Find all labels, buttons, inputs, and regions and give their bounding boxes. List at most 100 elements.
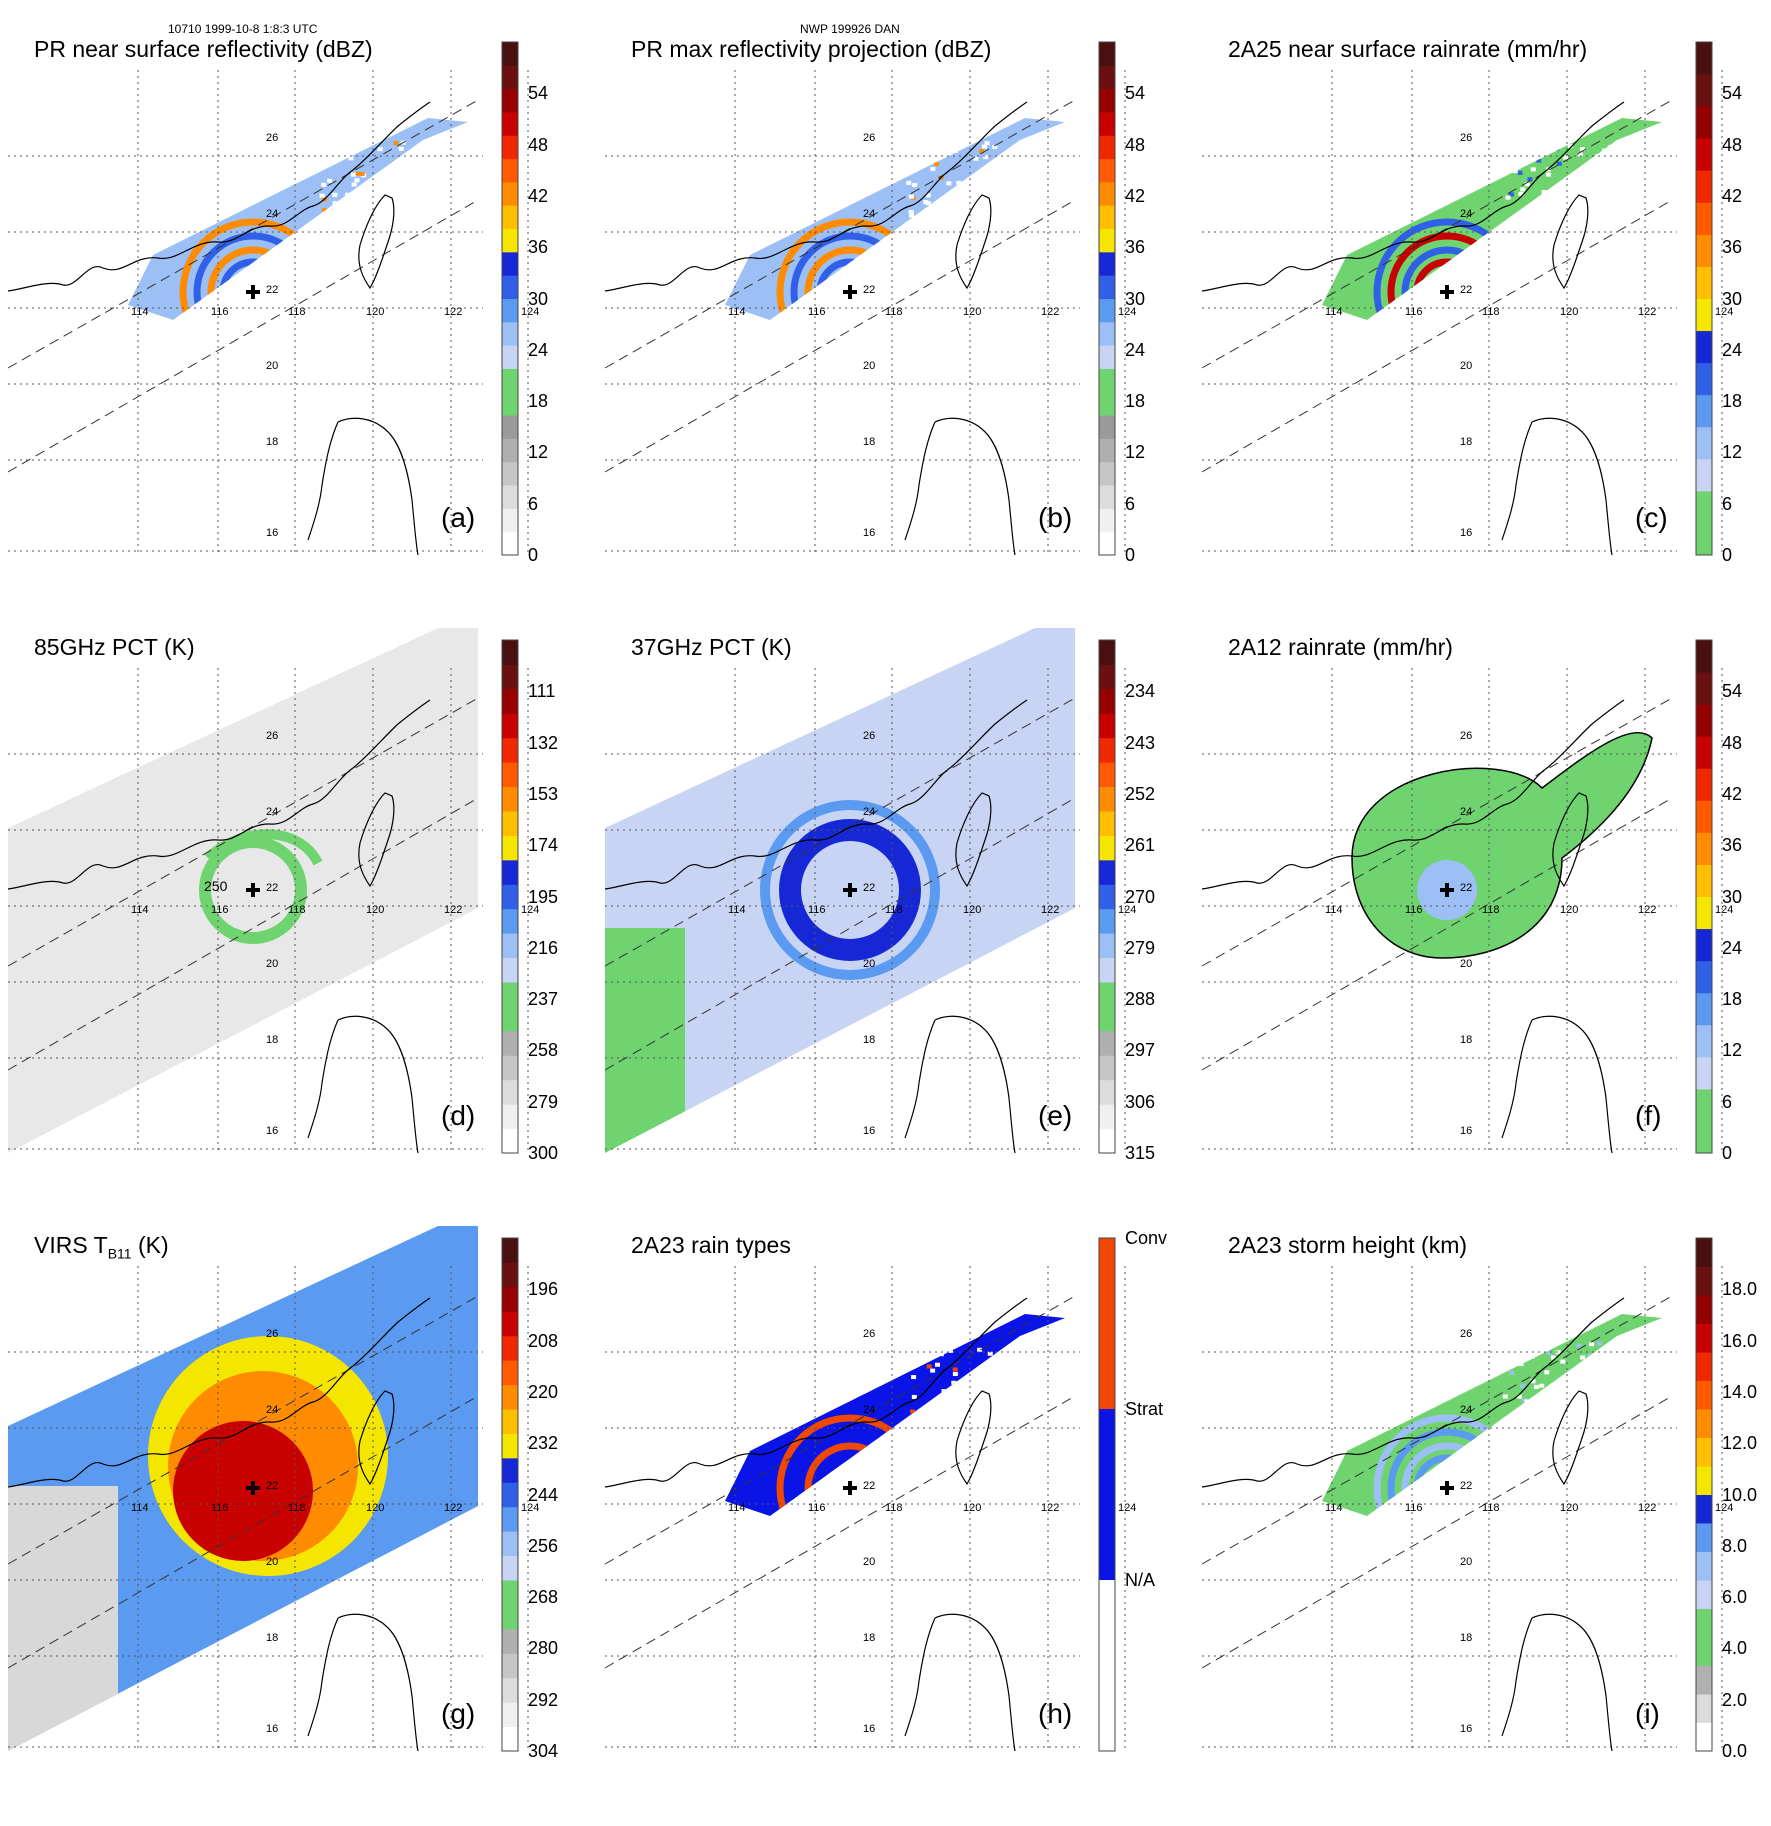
panel-title: 2A23 rain types (631, 1232, 791, 1259)
pr-swath-edges (604, 1295, 1076, 1669)
rain-cell (332, 192, 338, 197)
colorbar-frame (1695, 41, 1713, 556)
rain-cell (1006, 1439, 1012, 1444)
longitude-label: 124 (1118, 306, 1137, 318)
rain-cell (1552, 221, 1558, 226)
swath-edge-line (604, 697, 1076, 967)
colorbar-tick-label: 315 (1125, 1143, 1156, 1163)
colorbar-segment (502, 1311, 518, 1337)
typhoon-center-marker (246, 1481, 260, 1495)
swath-edge-line (1201, 199, 1673, 473)
rain-cell (1621, 1442, 1627, 1447)
longitude-label: 122 (444, 1502, 463, 1514)
rain-cell (1580, 1355, 1586, 1360)
colorbar-segment (1696, 704, 1712, 737)
colorbar-tick-label: 54 (1125, 83, 1146, 104)
rain-cell (957, 1338, 963, 1343)
rain-cell (427, 185, 433, 190)
latitude-label: 22 (266, 284, 279, 296)
luzon-coastline (307, 1613, 419, 1752)
colorbar-tick-label: 153 (528, 783, 559, 804)
colorbar-segment (502, 713, 518, 739)
colorbar-segment (1099, 664, 1115, 690)
colorbar-tick-label: 18.0 (1722, 1279, 1758, 1300)
latitude-label: 18 (1460, 436, 1473, 448)
typhoon-center-marker (843, 883, 857, 897)
colorbar-segment (1696, 768, 1712, 801)
colorbar-segment (1099, 438, 1115, 463)
panel-title-unit: (K) (131, 1232, 169, 1258)
panel-title-text: 37GHz PCT (K) (631, 634, 792, 660)
latitude-label: 16 (266, 527, 279, 539)
colorbar-segment (1099, 762, 1115, 788)
longitude-label: 120 (1560, 904, 1579, 916)
colorbar-tick-label: 234 (1125, 681, 1156, 702)
rain-cell (319, 142, 325, 147)
rain-cell (396, 167, 402, 172)
rain-cell (398, 146, 404, 151)
longitude-label: 116 (808, 306, 826, 318)
rain-cell (1530, 167, 1536, 172)
colorbar-segment (1099, 713, 1115, 739)
rain-cell (1612, 1374, 1618, 1379)
pr-swath-edges (7, 99, 479, 473)
rain-cell (319, 193, 325, 198)
luzon-coastline (904, 1015, 1016, 1154)
rain-cell (969, 179, 975, 184)
colorbar (501, 41, 519, 556)
rain-cell (403, 219, 409, 224)
colorbar-segment (1099, 1079, 1115, 1105)
colorbar-tick-label: 220 (528, 1381, 559, 1402)
latitude-label: 22 (1460, 882, 1473, 894)
latitude-label: 18 (266, 436, 279, 448)
colorbar-segment (502, 762, 518, 788)
panel-title: 2A12 rainrate (mm/hr) (1228, 634, 1453, 661)
panel-letter: (h) (1038, 1698, 1073, 1729)
rain-cell (1020, 1387, 1026, 1392)
swath-edge-line (1201, 1395, 1673, 1669)
rain-cell (1003, 1405, 1009, 1410)
rain-cell (1527, 177, 1533, 182)
rain-cell (947, 201, 953, 206)
rain-cell (1607, 1350, 1613, 1355)
colorbar-segment (1696, 800, 1712, 833)
panel-d: 85GHz PCT (K) (d) 111 132 153 174 195 216 237 258… (7, 628, 598, 1228)
rain-cell (908, 140, 914, 145)
colorbar-segment (502, 135, 518, 160)
latitude-label: 26 (1460, 132, 1473, 144)
rain-cell (1520, 143, 1526, 148)
colorbar-tick-label: 54 (1722, 681, 1743, 702)
colorbar-tick-label: 195 (528, 886, 559, 907)
colorbar-segment (502, 640, 518, 665)
longitude-label: 118 (1482, 306, 1500, 318)
longitude-label: 122 (444, 306, 463, 318)
rain-cell (908, 209, 914, 214)
rain-cell (327, 178, 333, 183)
colorbar-tick-label: 18 (1125, 391, 1146, 412)
longitude-label: 118 (885, 1502, 903, 1514)
colorbar-segment (1696, 266, 1712, 299)
rain-cell (988, 178, 994, 183)
rain-cell (935, 1429, 941, 1434)
rain-cell (952, 1367, 958, 1372)
panel-letter: (i) (1635, 1698, 1660, 1729)
colorbar-segment (502, 1262, 518, 1288)
colorbar-segment (502, 786, 518, 812)
colorbar-segment (1696, 960, 1712, 994)
rain-cell (934, 1398, 940, 1403)
latitude-label: 26 (266, 730, 279, 742)
colorbar-segment (1696, 490, 1712, 524)
colorbar-segment (502, 88, 518, 113)
rain-cell (930, 166, 936, 171)
swath-edge-line (1201, 797, 1673, 1071)
rain-cell (1544, 247, 1550, 252)
rain-cell (965, 1400, 971, 1405)
rain-cell (1011, 240, 1017, 245)
rain-cell (1567, 144, 1573, 149)
map-canvas (1201, 639, 1723, 1154)
rain-cell (915, 1430, 921, 1435)
china-coastline (7, 101, 431, 292)
swath-fill (725, 118, 1065, 320)
rain-cell (379, 240, 385, 245)
longitude-label: 124 (1715, 306, 1734, 318)
